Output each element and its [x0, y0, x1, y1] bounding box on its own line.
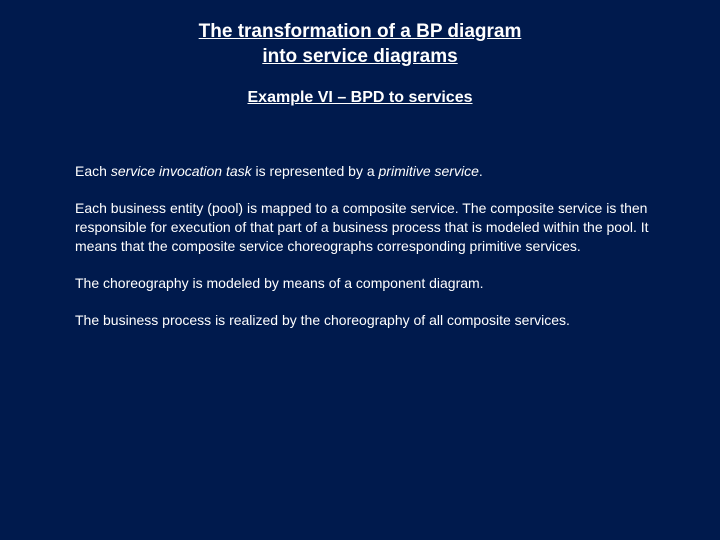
italic-run: primitive service [379, 163, 479, 179]
slide-title: The transformation of a BP diagram into … [0, 20, 720, 69]
slide-subtitle: Example VI – BPD to services [0, 89, 720, 107]
title-line-2: into service diagrams [262, 46, 457, 67]
paragraph: Each service invocation task is represen… [75, 162, 650, 181]
text-run: is represented by a [252, 163, 379, 179]
slide: The transformation of a BP diagram into … [0, 0, 720, 540]
paragraph: The choreography is modeled by means of … [75, 274, 650, 293]
slide-body: Each service invocation task is represen… [0, 162, 720, 329]
italic-run: service invocation task [111, 163, 252, 179]
text-run: The choreography is modeled by means of … [75, 275, 484, 291]
text-run: The business process is realized by the … [75, 312, 570, 328]
text-run: Each [75, 163, 111, 179]
text-run: . [479, 163, 483, 179]
text-run: Each business entity (pool) is mapped to… [75, 200, 649, 254]
paragraph: The business process is realized by the … [75, 311, 650, 330]
paragraph: Each business entity (pool) is mapped to… [75, 199, 650, 256]
title-line-1: The transformation of a BP diagram [199, 21, 522, 42]
